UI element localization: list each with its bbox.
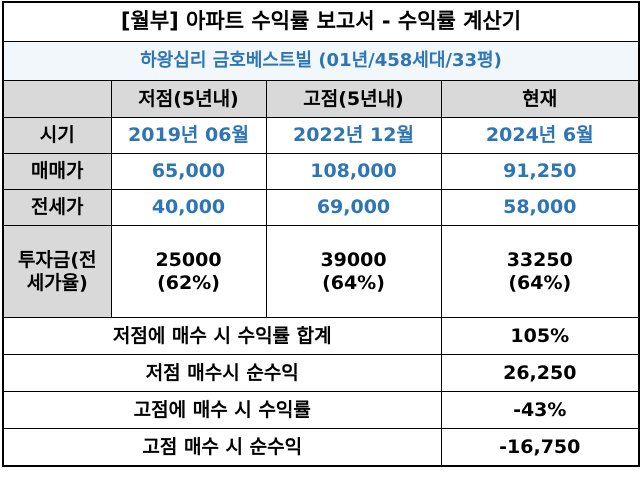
summary-label: 고점 매수 시 순수익 xyxy=(2,428,442,467)
row-label: 전세가 xyxy=(2,189,112,226)
report-table: [월부] 아파트 수익률 보고서 - 수익률 계산기 하왕십리 금호베스트빌 (… xyxy=(2,1,640,467)
ratio: (64%) xyxy=(322,271,385,294)
amount: 25000 xyxy=(155,248,222,271)
cell: 40,000 xyxy=(110,189,267,226)
cell: 2024년 6월 xyxy=(440,117,640,154)
cell: 58,000 xyxy=(440,189,640,226)
summary-value: -16,750 xyxy=(440,428,640,467)
corner xyxy=(2,80,112,118)
cell: 65,000 xyxy=(110,153,267,190)
ratio: (62%) xyxy=(157,271,220,294)
summary-value: -43% xyxy=(440,391,640,429)
cell: 69,000 xyxy=(265,189,442,226)
cell: 91,250 xyxy=(440,153,640,190)
row-label: 매매가 xyxy=(2,153,112,190)
ratio: (64%) xyxy=(508,271,572,294)
cell: 108,000 xyxy=(265,153,442,190)
summary-label: 고점에 매수 시 수익률 xyxy=(2,391,442,429)
amount: 33250 xyxy=(506,248,573,271)
cell: 25000 (62%) xyxy=(110,225,267,318)
title: [월부] 아파트 수익률 보고서 - 수익률 계산기 xyxy=(2,1,640,42)
row-label: 시기 xyxy=(2,117,112,154)
cell: 33250 (64%) xyxy=(440,225,640,318)
cell: 39000 (64%) xyxy=(265,225,442,318)
summary-label: 저점에 매수 시 수익률 합계 xyxy=(2,317,442,355)
summary-value: 105% xyxy=(440,317,640,355)
column-header: 고점(5년내) xyxy=(265,80,442,118)
amount: 39000 xyxy=(320,248,387,271)
cell: 2019년 06월 xyxy=(110,117,267,154)
cell: 2022년 12월 xyxy=(265,117,442,154)
subtitle: 하왕십리 금호베스트빌 (01년/458세대/33평) xyxy=(2,41,640,81)
summary-label: 저점 매수시 순수익 xyxy=(2,354,442,392)
summary-value: 26,250 xyxy=(440,354,640,392)
column-header: 현재 xyxy=(440,80,640,118)
column-header: 저점(5년내) xyxy=(110,80,267,118)
row-label: 투자금(전세가율) xyxy=(2,225,112,318)
